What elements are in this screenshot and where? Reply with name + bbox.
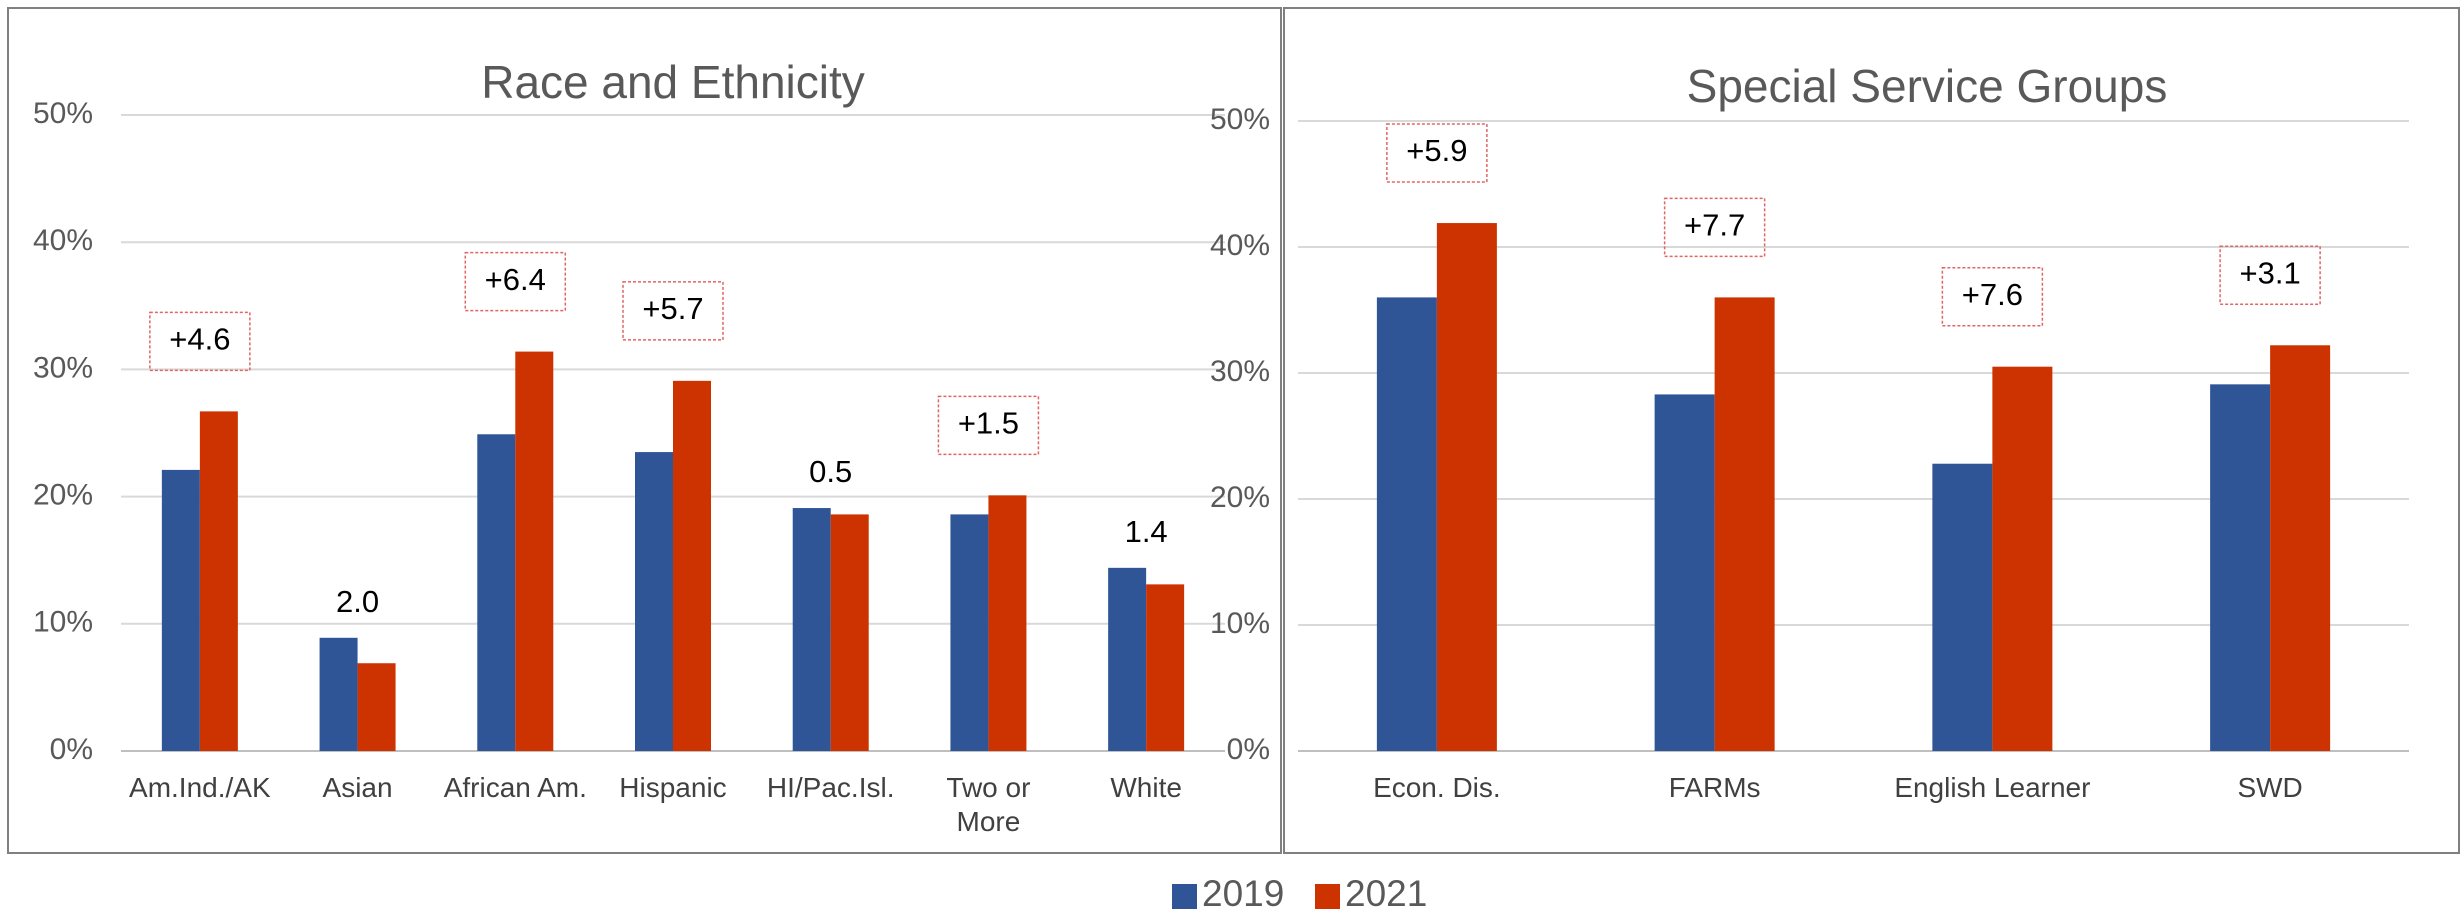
legend-swatch xyxy=(1315,884,1340,909)
y-tick-label: 50% xyxy=(1210,103,1270,136)
annotation: +5.7 xyxy=(642,291,703,326)
x-tick-label-box: HI/Pac.Isl. xyxy=(766,772,895,803)
legend-label: 2021 xyxy=(1345,873,1427,911)
chart-title: Special Service Groups xyxy=(1687,60,2168,112)
annotation-box xyxy=(937,395,1040,456)
x-tick-label-box: Asian xyxy=(322,772,393,803)
x-tick-label-box: English Learner xyxy=(1894,772,2091,803)
bar xyxy=(635,452,673,751)
y-tick-label: 20% xyxy=(1210,481,1270,514)
bar xyxy=(1146,584,1185,751)
x-tick-label-box: Am.Ind./AK xyxy=(129,772,271,803)
x-tick-label-box: Two or More xyxy=(946,772,1031,837)
bar xyxy=(830,514,869,751)
x-tick-label-box: African Am. xyxy=(443,772,587,803)
bar xyxy=(319,637,358,751)
legend-label: 2019 xyxy=(1202,873,1284,911)
bar xyxy=(950,514,989,751)
panel-frame xyxy=(1283,7,2460,854)
x-tick-label-box: Hispanic xyxy=(619,772,727,803)
bar xyxy=(161,469,200,751)
bar xyxy=(477,434,516,751)
y-tick-label: 30% xyxy=(33,351,93,384)
y-tick-label: 10% xyxy=(1210,607,1270,640)
x-tick-label: White xyxy=(1110,772,1182,803)
annotation-box xyxy=(149,311,251,372)
annotation: +6.4 xyxy=(485,262,546,297)
annotation-box xyxy=(1663,197,1766,258)
annotation-box xyxy=(464,251,567,312)
x-tick-label-box: SWD xyxy=(2237,772,2303,803)
x-tick-label: Two or More xyxy=(946,772,1031,837)
annotation-box xyxy=(2219,245,2321,306)
x-tick-label: English Learner xyxy=(1894,772,2091,803)
x-tick-label: Asian xyxy=(322,772,393,803)
legend-swatch xyxy=(1172,884,1197,909)
bar xyxy=(515,351,554,751)
x-tick-label: Hispanic xyxy=(619,772,727,803)
bar xyxy=(2270,345,2331,751)
x-tick-label-box: Econ. Dis. xyxy=(1373,772,1501,803)
bar xyxy=(199,411,238,751)
annotation: +4.6 xyxy=(169,322,230,357)
x-tick-label: African Am. xyxy=(443,772,587,803)
y-tick-label: 0% xyxy=(1227,733,1270,766)
y-tick-label: 40% xyxy=(1210,229,1270,262)
bar xyxy=(1376,297,1437,751)
y-tick-label: 50% xyxy=(33,97,93,130)
annotation: 0.5 xyxy=(809,454,852,489)
panel-frame xyxy=(7,7,1282,854)
y-tick-label: 30% xyxy=(1210,355,1270,388)
annotation: +1.5 xyxy=(958,406,1019,441)
annotation: 2.0 xyxy=(336,584,379,619)
annotation: +3.1 xyxy=(2240,255,2301,290)
annotation: +7.6 xyxy=(1962,277,2023,312)
x-tick-label: Am.Ind./AK xyxy=(129,772,271,803)
bar xyxy=(357,663,396,751)
y-tick-label: 10% xyxy=(33,606,93,639)
bar xyxy=(1654,394,1715,751)
bar xyxy=(1992,366,2053,751)
bar xyxy=(988,495,1027,751)
chart-title: Race and Ethnicity xyxy=(481,56,865,108)
annotation-box xyxy=(1386,123,1488,183)
bar xyxy=(1436,223,1497,751)
x-tick-label: Econ. Dis. xyxy=(1373,772,1501,803)
x-tick-label: SWD xyxy=(2237,772,2303,803)
annotation: +5.9 xyxy=(1406,133,1467,168)
annotation: +7.7 xyxy=(1684,208,1745,243)
bar xyxy=(1932,463,1993,751)
x-tick-label: HI/Pac.Isl. xyxy=(766,772,895,803)
bar xyxy=(1714,297,1775,751)
x-tick-label-box: FARMs xyxy=(1668,772,1761,803)
y-tick-label: 40% xyxy=(33,224,93,257)
y-tick-label: 0% xyxy=(50,733,93,766)
y-tick-label: 20% xyxy=(33,479,93,512)
bar xyxy=(673,380,711,751)
annotation-box xyxy=(622,281,724,341)
annotation-box xyxy=(1941,266,2044,327)
annotation: 1.4 xyxy=(1125,514,1168,549)
x-tick-label: FARMs xyxy=(1668,772,1761,803)
bar xyxy=(1108,567,1147,751)
bar xyxy=(792,508,831,751)
bar xyxy=(2210,384,2271,751)
x-tick-label-box: White xyxy=(1110,772,1182,803)
